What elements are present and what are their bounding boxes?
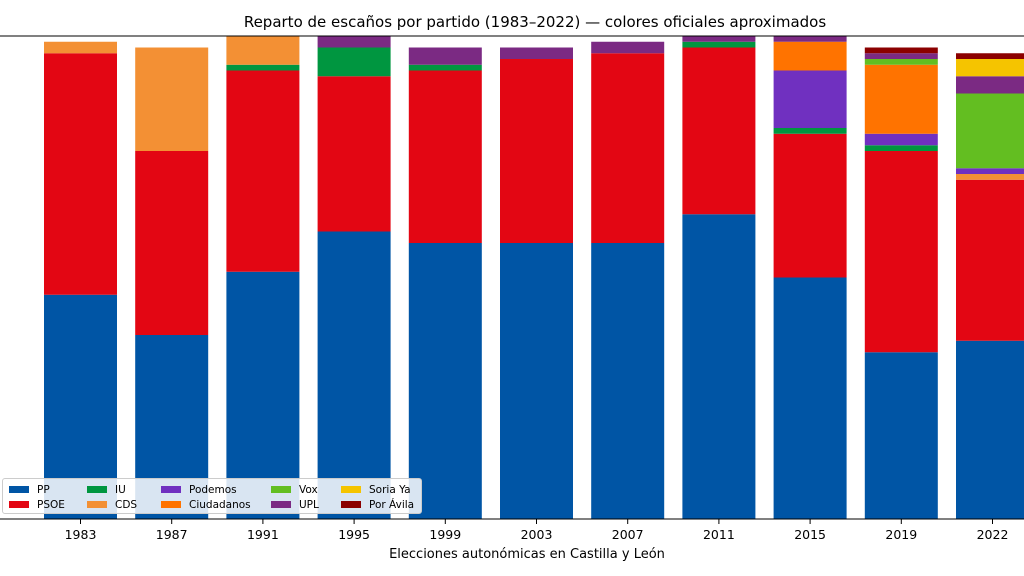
bar-vox-2019 bbox=[864, 59, 938, 65]
bar-psoe-1983 bbox=[44, 53, 117, 295]
bar-por-ávila-2022 bbox=[956, 53, 1024, 59]
legend-swatch-por-ávila bbox=[341, 501, 361, 508]
legend-label-pp: PP bbox=[37, 483, 50, 496]
legend-item-psoe: PSOE bbox=[7, 497, 85, 512]
bar-cds-1991 bbox=[226, 36, 300, 65]
legend-label-por-ávila: Por Ávila bbox=[369, 498, 415, 511]
legend-swatch-pp bbox=[9, 486, 29, 493]
legend-swatch-iu bbox=[87, 486, 107, 493]
bar-upl-1995 bbox=[317, 36, 391, 48]
bar-soria-ya-2022 bbox=[956, 59, 1024, 77]
bar-ciudadanos-2015 bbox=[773, 41, 847, 71]
legend-label-vox: Vox bbox=[299, 483, 318, 496]
x-tick-label-1995: 1995 bbox=[338, 527, 370, 542]
legend-swatch-ciudadanos bbox=[161, 501, 181, 508]
legend-item-soria-ya: Soria Ya bbox=[339, 482, 419, 497]
bar-pp-2007 bbox=[591, 243, 665, 519]
legend-item-por-ávila: Por Ávila bbox=[339, 497, 419, 512]
bar-pp-2011 bbox=[682, 214, 756, 519]
bar-psoe-2015 bbox=[773, 133, 847, 278]
bar-podemos-2015 bbox=[773, 70, 847, 128]
x-tick-label-2011: 2011 bbox=[703, 527, 735, 542]
bar-cds-1983 bbox=[44, 41, 117, 54]
x-axis-label: Elecciones autonómicas en Castilla y Leó… bbox=[389, 547, 665, 562]
legend-swatch-podemos bbox=[161, 486, 181, 493]
bar-psoe-2007 bbox=[591, 53, 665, 243]
bar-pp-1995 bbox=[317, 231, 391, 519]
x-tick-label-1999: 1999 bbox=[429, 527, 461, 542]
bar-pp-2019 bbox=[864, 352, 938, 519]
legend-label-cds: CDS bbox=[115, 498, 138, 511]
bar-psoe-1991 bbox=[226, 70, 300, 272]
bar-upl-2019 bbox=[864, 53, 938, 59]
legend-label-psoe: PSOE bbox=[37, 498, 65, 511]
bar-iu-1995 bbox=[317, 47, 391, 77]
bar-ciudadanos-2019 bbox=[864, 64, 938, 134]
legend-label-podemos: Podemos bbox=[189, 483, 237, 496]
bars-group bbox=[44, 36, 1024, 519]
legend-swatch-psoe bbox=[9, 501, 29, 508]
bar-pp-1991 bbox=[226, 271, 300, 519]
bar-upl-1999 bbox=[408, 47, 482, 65]
legend-swatch-cds bbox=[87, 501, 107, 508]
bar-iu-1999 bbox=[408, 64, 482, 71]
bar-upl-2015 bbox=[773, 36, 847, 42]
legend-label-ciudadanos: Ciudadanos bbox=[189, 498, 251, 511]
bar-pp-2015 bbox=[773, 277, 847, 519]
bar-psoe-2022 bbox=[956, 179, 1024, 341]
bar-psoe-2019 bbox=[864, 151, 938, 353]
bar-vox-2022 bbox=[956, 93, 1024, 169]
plot-frame bbox=[0, 35, 1024, 520]
x-axis-ticks: 1983 1987 1991 1995 1999 2003 2007 2011 2015 2019… bbox=[65, 519, 1009, 542]
bar-cds-1987 bbox=[135, 47, 209, 151]
x-tick-label-2022: 2022 bbox=[977, 527, 1009, 542]
bar-por-ávila-2019 bbox=[864, 47, 938, 54]
legend-item-cds: CDS bbox=[85, 497, 159, 512]
x-tick-label-1991: 1991 bbox=[247, 527, 279, 542]
legend-item-ciudadanos: Ciudadanos bbox=[159, 497, 269, 512]
bar-upl-2022 bbox=[956, 76, 1024, 94]
legend-item-pp: PP bbox=[7, 482, 85, 497]
x-tick-label-1987: 1987 bbox=[156, 527, 188, 542]
x-tick-label-2003: 2003 bbox=[521, 527, 553, 542]
bar-iu-2011 bbox=[682, 41, 756, 48]
bar-iu-2019 bbox=[864, 145, 938, 151]
bar-podemos-2022 bbox=[956, 168, 1024, 174]
bar-pp-1999 bbox=[408, 243, 482, 519]
x-tick-label-2007: 2007 bbox=[612, 527, 644, 542]
bar-pp-2022 bbox=[956, 340, 1024, 519]
legend-label-soria-ya: Soria Ya bbox=[369, 483, 411, 496]
x-tick-label-2019: 2019 bbox=[885, 527, 917, 542]
legend-item-iu: IU bbox=[85, 482, 159, 497]
bar-psoe-2003 bbox=[500, 59, 573, 243]
bar-upl-2007 bbox=[591, 41, 665, 54]
legend-label-upl: UPL bbox=[299, 498, 319, 511]
legend-swatch-vox bbox=[271, 486, 291, 493]
bar-podemos-2019 bbox=[864, 133, 938, 146]
legend-item-upl: UPL bbox=[269, 497, 339, 512]
legend-swatch-soria-ya bbox=[341, 486, 361, 493]
legend-label-iu: IU bbox=[115, 483, 126, 496]
x-tick-label-1983: 1983 bbox=[65, 527, 97, 542]
bar-upl-2003 bbox=[500, 47, 573, 59]
legend-item-podemos: Podemos bbox=[159, 482, 269, 497]
bar-iu-1991 bbox=[226, 64, 300, 71]
bar-upl-2011 bbox=[682, 36, 756, 42]
bar-psoe-1995 bbox=[317, 76, 391, 232]
bar-psoe-1987 bbox=[135, 151, 209, 335]
bar-iu-2015 bbox=[773, 128, 847, 134]
chart-title: Reparto de escaños por partido (1983–202… bbox=[244, 13, 827, 31]
legend: PP PSOE IU CDS Podemos Ciudadanos Vox UPL Soria … bbox=[2, 478, 422, 514]
legend-swatch-upl bbox=[271, 501, 291, 508]
bar-psoe-1999 bbox=[408, 70, 482, 243]
bar-psoe-2011 bbox=[682, 47, 756, 215]
x-tick-label-2015: 2015 bbox=[794, 527, 826, 542]
bar-cds-2022 bbox=[956, 174, 1024, 180]
legend-item-vox: Vox bbox=[269, 482, 339, 497]
bar-pp-2003 bbox=[500, 243, 573, 519]
